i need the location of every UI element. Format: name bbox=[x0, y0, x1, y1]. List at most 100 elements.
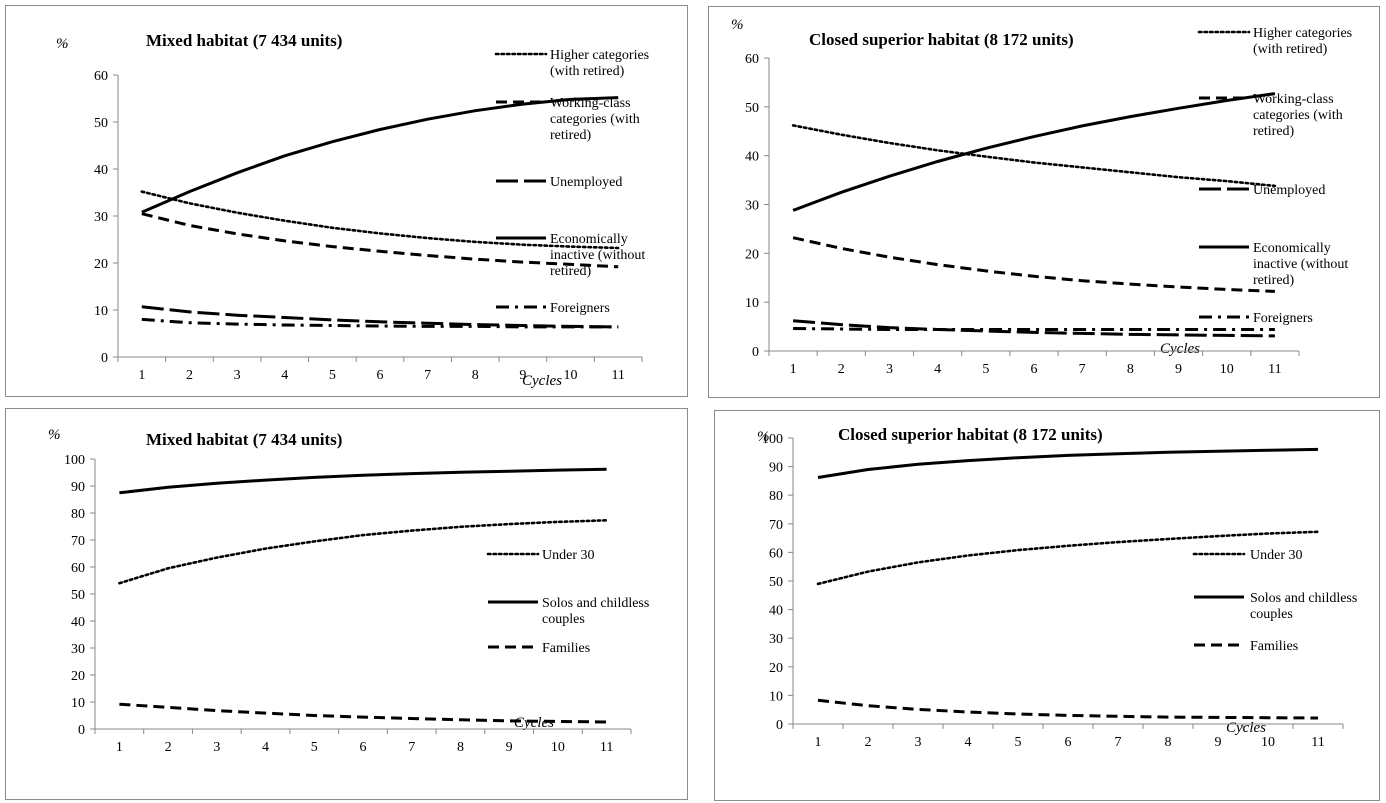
x-tick-label: 7 bbox=[424, 368, 431, 383]
legend-label: couples bbox=[542, 612, 585, 627]
x-tick-label: 4 bbox=[934, 362, 941, 377]
legend-label: couples bbox=[1250, 607, 1293, 622]
y-tick-label: 40 bbox=[745, 150, 759, 165]
x-tick-label: 7 bbox=[1115, 735, 1122, 750]
x-tick-label: 2 bbox=[186, 368, 193, 383]
y-tick-label: 50 bbox=[94, 116, 108, 131]
legend-label: Families bbox=[1250, 639, 1298, 654]
series-line-5 bbox=[141, 317, 619, 329]
chart-panel-closed-households: Closed superior habitat (8 172 units)% Cy… bbox=[714, 410, 1380, 801]
legend-label: retired) bbox=[1253, 273, 1295, 288]
chart-svg: Mixed habitat (7 434 units)% Cycles 0 10 20 3… bbox=[56, 31, 649, 389]
x-tick-label: 3 bbox=[213, 740, 220, 755]
y-tick-label: 100 bbox=[64, 453, 85, 468]
x-tick-label: 10 bbox=[1261, 735, 1275, 750]
y-tick-label: 40 bbox=[71, 615, 85, 630]
y-tick-label: 100 bbox=[762, 432, 783, 447]
series-line-3 bbox=[119, 702, 607, 724]
chart-panel-mixed-occupations: Mixed habitat (7 434 units)% Cycles 0 10 20 3… bbox=[5, 5, 688, 397]
chart-svg: Mixed habitat (7 434 units)% Cycles 0 10 20 3… bbox=[48, 427, 649, 755]
y-tick-label: 90 bbox=[71, 480, 85, 495]
x-tick-label: 9 bbox=[519, 368, 526, 383]
y-tick-label: 10 bbox=[745, 296, 759, 311]
legend-label: Under 30 bbox=[1250, 548, 1303, 563]
y-tick-label: 80 bbox=[769, 489, 783, 504]
series-line-2 bbox=[119, 467, 607, 495]
x-tick-label: 11 bbox=[600, 740, 613, 755]
x-tick-label: 8 bbox=[457, 740, 464, 755]
y-tick-label: 70 bbox=[769, 518, 783, 533]
chart-title: Mixed habitat (7 434 units) bbox=[146, 31, 342, 50]
y-tick-label: 20 bbox=[769, 661, 783, 676]
x-tick-label: 11 bbox=[611, 368, 624, 383]
chart-title: Closed superior habitat (8 172 units) bbox=[838, 425, 1103, 444]
y-tick-label: 40 bbox=[769, 604, 783, 619]
chart-svg: Closed superior habitat (8 172 units)% Cy… bbox=[757, 425, 1357, 750]
x-tick-label: 3 bbox=[886, 362, 893, 377]
x-tick-label: 2 bbox=[865, 735, 872, 750]
series-line-4 bbox=[792, 92, 1276, 212]
series-line-5 bbox=[793, 327, 1275, 331]
y-tick-label: 60 bbox=[94, 69, 108, 84]
chart-panel-mixed-households: Mixed habitat (7 434 units)% Cycles 0 10 20 3… bbox=[5, 408, 688, 800]
x-tick-label: 10 bbox=[551, 740, 565, 755]
y-tick-label: 30 bbox=[745, 199, 759, 214]
series-line-2 bbox=[792, 236, 1275, 293]
x-tick-label: 4 bbox=[262, 740, 269, 755]
legend-label: Economically bbox=[550, 232, 628, 247]
legend-label: Higher categories bbox=[550, 48, 649, 63]
x-axis-label: Cycles bbox=[514, 715, 554, 731]
y-tick-label: 0 bbox=[776, 718, 783, 733]
legend-label: categories (with bbox=[1253, 108, 1343, 123]
legend-label: inactive (without bbox=[550, 248, 645, 263]
legend-label: Unemployed bbox=[550, 175, 622, 190]
legend-label: Working-class bbox=[1253, 92, 1334, 107]
x-tick-label: 5 bbox=[982, 362, 989, 377]
y-tick-label: 90 bbox=[769, 461, 783, 476]
legend-label: (with retired) bbox=[1253, 42, 1328, 57]
x-axis-label: Cycles bbox=[522, 373, 562, 389]
x-tick-label: 1 bbox=[116, 740, 123, 755]
chart-title: Mixed habitat (7 434 units) bbox=[146, 430, 342, 449]
x-tick-label: 8 bbox=[1127, 362, 1134, 377]
x-tick-label: 7 bbox=[408, 740, 415, 755]
x-tick-label: 1 bbox=[138, 368, 145, 383]
legend-label: Families bbox=[542, 641, 590, 656]
y-tick-label: 20 bbox=[94, 257, 108, 272]
x-tick-label: 2 bbox=[838, 362, 845, 377]
y-axis-label: % bbox=[48, 427, 61, 443]
y-tick-label: 50 bbox=[71, 588, 85, 603]
x-tick-label: 9 bbox=[1215, 735, 1222, 750]
y-tick-label: 10 bbox=[71, 696, 85, 711]
y-tick-label: 0 bbox=[78, 723, 85, 738]
x-tick-label: 6 bbox=[377, 368, 384, 383]
x-tick-label: 6 bbox=[1065, 735, 1072, 750]
x-tick-label: 11 bbox=[1268, 362, 1281, 377]
series-line-1 bbox=[816, 530, 1320, 586]
legend-label: Foreigners bbox=[1253, 311, 1313, 326]
x-tick-label: 9 bbox=[506, 740, 513, 755]
chart-svg: Closed superior habitat (8 172 units)% Cy… bbox=[731, 17, 1352, 377]
chart-panel-closed-occupations: Closed superior habitat (8 172 units)% Cy… bbox=[708, 6, 1380, 398]
chart-title: Closed superior habitat (8 172 units) bbox=[809, 30, 1074, 49]
x-tick-label: 6 bbox=[1031, 362, 1038, 377]
x-tick-label: 4 bbox=[281, 368, 288, 383]
legend-label: Solos and childless bbox=[1250, 591, 1357, 606]
y-tick-label: 30 bbox=[94, 210, 108, 225]
x-tick-label: 7 bbox=[1079, 362, 1086, 377]
x-tick-label: 6 bbox=[360, 740, 367, 755]
legend-label: Under 30 bbox=[542, 548, 595, 563]
x-tick-label: 11 bbox=[1311, 735, 1324, 750]
x-tick-label: 3 bbox=[234, 368, 241, 383]
legend-label: Higher categories bbox=[1253, 26, 1352, 41]
y-tick-label: 50 bbox=[769, 575, 783, 590]
legend-label: retired) bbox=[1253, 124, 1295, 139]
legend-label: Unemployed bbox=[1253, 183, 1325, 198]
series-line-4 bbox=[141, 96, 619, 214]
series-line-1 bbox=[791, 124, 1277, 188]
y-axis-label: % bbox=[757, 429, 770, 445]
x-tick-label: 1 bbox=[790, 362, 797, 377]
x-tick-label: 3 bbox=[915, 735, 922, 750]
y-tick-label: 30 bbox=[769, 632, 783, 647]
y-tick-label: 40 bbox=[94, 163, 108, 178]
